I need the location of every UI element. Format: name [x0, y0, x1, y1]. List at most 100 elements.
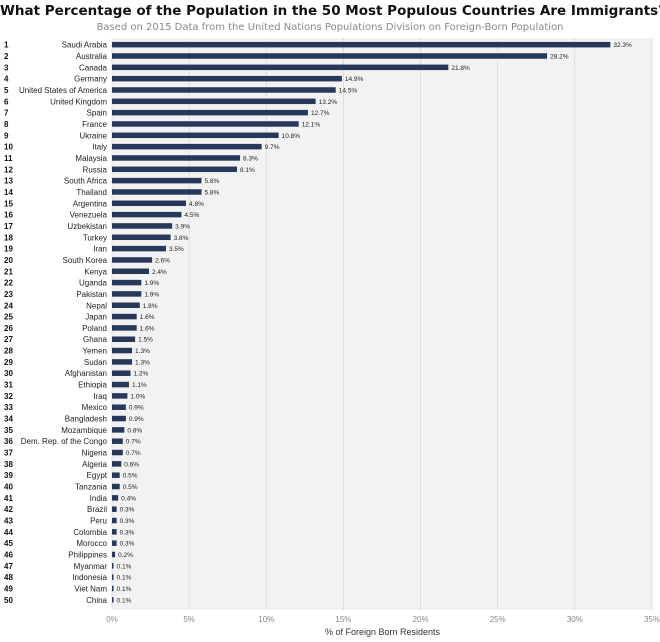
bar	[112, 75, 342, 82]
country-label: Ethiopia	[78, 381, 107, 390]
bar	[112, 529, 117, 535]
value-label: 1.1%	[132, 382, 147, 389]
rank-label: 45	[4, 539, 13, 548]
value-label: 0.9%	[129, 405, 144, 412]
country-label: Japan	[85, 313, 107, 322]
bar	[112, 53, 548, 59]
bar	[112, 313, 137, 320]
country-label: Russia	[83, 165, 108, 174]
x-tick-label: 30%	[567, 615, 583, 624]
bar	[112, 279, 142, 286]
rank-label: 35	[4, 426, 13, 435]
country-label: Saudi Arabia	[62, 41, 108, 50]
country-label: Iraq	[93, 392, 107, 401]
x-tick-label: 0%	[106, 615, 118, 624]
rank-label: 38	[4, 460, 13, 469]
bar	[112, 155, 241, 161]
bar	[112, 302, 140, 309]
country-label: Morocco	[76, 539, 107, 548]
bar	[112, 517, 117, 524]
value-label: 0.3%	[120, 541, 135, 548]
country-label: Afghanistan	[65, 369, 107, 378]
rank-label: 43	[4, 517, 13, 526]
value-label: 12.7%	[311, 110, 330, 117]
rank-label: 11	[4, 154, 13, 163]
rank-label: 2	[4, 52, 9, 61]
bar	[112, 177, 202, 184]
country-label: Italy	[92, 143, 107, 152]
bar	[112, 41, 611, 48]
bar	[112, 393, 128, 399]
rank-label: 37	[4, 449, 13, 458]
x-tick-label: 5%	[183, 615, 195, 624]
bar	[112, 200, 187, 207]
x-tick-label: 20%	[413, 615, 429, 624]
rank-label: 33	[4, 403, 13, 412]
country-label: Philippines	[68, 551, 107, 560]
bar	[112, 540, 117, 546]
value-label: 0.3%	[120, 529, 135, 536]
rank-label: 32	[4, 392, 13, 401]
chart-subtitle: Based on 2015 Data from the United Natio…	[96, 22, 564, 33]
value-label: 1.9%	[144, 280, 159, 287]
chart-title: What Percentage of the Population in the…	[0, 3, 660, 19]
rank-label: 23	[4, 290, 13, 299]
country-label: United States of America	[19, 86, 108, 95]
value-label: 0.5%	[123, 473, 138, 480]
country-label: Malaysia	[75, 154, 107, 163]
value-label: 0.1%	[117, 586, 132, 593]
rank-label: 46	[4, 551, 13, 560]
country-label: Egypt	[87, 471, 108, 480]
value-label: 28.2%	[550, 53, 569, 60]
country-label: Algeria	[82, 460, 107, 469]
rank-label: 14	[4, 188, 13, 197]
value-label: 1.8%	[143, 303, 158, 310]
bar	[112, 551, 116, 558]
rank-label: 27	[4, 335, 13, 344]
bar	[112, 223, 173, 229]
rank-label: 18	[4, 233, 13, 242]
rank-label: 12	[4, 165, 13, 174]
x-tick-label: 35%	[644, 615, 660, 624]
country-label: Brazil	[87, 505, 107, 514]
bar	[112, 483, 120, 490]
value-label: 0.6%	[124, 461, 139, 468]
rank-label: 48	[4, 573, 13, 582]
value-label: 1.9%	[144, 291, 159, 298]
country-label: Iran	[93, 245, 107, 254]
value-label: 0.8%	[127, 427, 142, 434]
country-label: Viet Nam	[74, 585, 107, 594]
country-label: South Korea	[63, 256, 108, 265]
country-label: Sudan	[84, 358, 107, 367]
rank-label: 16	[4, 211, 13, 220]
country-label: Uzbekistan	[67, 222, 107, 231]
rank-label: 9	[4, 131, 9, 140]
rank-label: 42	[4, 505, 13, 514]
bar	[112, 166, 237, 173]
value-label: 13.2%	[319, 99, 338, 106]
rank-label: 5	[4, 86, 9, 95]
bar	[112, 87, 336, 93]
country-label: Nepal	[86, 301, 107, 310]
country-label: France	[82, 120, 107, 129]
bar	[112, 370, 131, 376]
rank-label: 15	[4, 199, 13, 208]
country-label: Thailand	[76, 188, 107, 197]
bar	[112, 211, 182, 218]
value-label: 0.7%	[126, 450, 141, 457]
country-label: Poland	[82, 324, 107, 333]
bar	[112, 143, 262, 150]
country-label: Bangladesh	[65, 415, 107, 424]
value-label: 8.3%	[243, 155, 258, 162]
rank-label: 30	[4, 369, 13, 378]
value-label: 1.6%	[140, 314, 155, 321]
country-label: Spain	[87, 109, 107, 118]
value-label: 2.4%	[152, 269, 167, 276]
value-label: 1.3%	[135, 348, 150, 355]
value-label: 5.8%	[204, 178, 219, 185]
country-label: Pakistan	[76, 290, 107, 299]
country-label: Indonesia	[72, 573, 107, 582]
bar	[112, 234, 171, 241]
country-label: Turkey	[83, 233, 107, 242]
rank-label: 31	[4, 381, 13, 390]
